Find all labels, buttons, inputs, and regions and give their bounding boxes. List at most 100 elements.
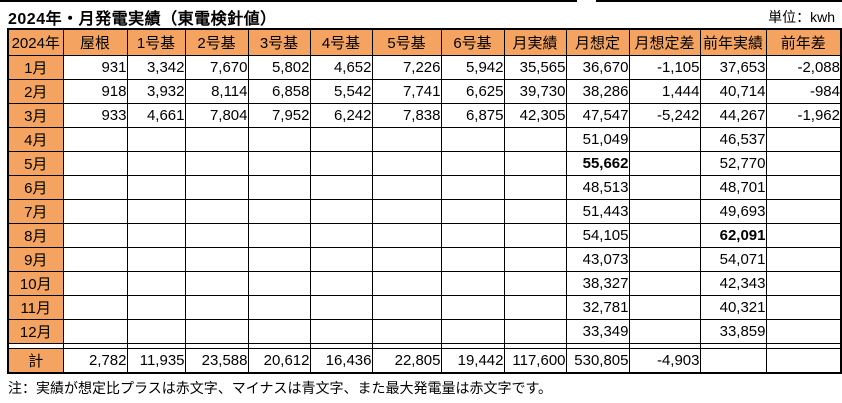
table-cell[interactable]: -4,903: [628, 348, 701, 374]
table-cell[interactable]: 49,693: [699, 199, 767, 224]
table-cell[interactable]: 6,875: [440, 103, 505, 128]
table-cell[interactable]: 33,859: [699, 319, 767, 344]
table-cell[interactable]: 20,612: [247, 348, 311, 374]
table-cell[interactable]: [62, 247, 128, 272]
row-label[interactable]: 5月: [7, 151, 64, 176]
row-label[interactable]: 10月: [7, 271, 64, 296]
table-cell[interactable]: -2,088: [765, 55, 842, 80]
table-cell[interactable]: [184, 151, 249, 176]
table-cell[interactable]: [309, 271, 373, 296]
table-cell[interactable]: [184, 247, 249, 272]
table-cell[interactable]: [503, 175, 567, 200]
table-cell[interactable]: [62, 199, 128, 224]
table-cell[interactable]: [371, 223, 442, 248]
table-cell[interactable]: [503, 223, 567, 248]
table-cell[interactable]: 32,781: [565, 295, 630, 320]
column-header-6[interactable]: 5号基: [371, 28, 442, 56]
table-cell[interactable]: [371, 151, 442, 176]
table-cell[interactable]: 39,730: [503, 79, 567, 104]
table-cell[interactable]: [309, 247, 373, 272]
table-cell[interactable]: [62, 319, 128, 344]
table-cell[interactable]: [184, 223, 249, 248]
table-cell[interactable]: [440, 223, 505, 248]
table-cell[interactable]: 48,701: [699, 175, 767, 200]
table-cell[interactable]: [247, 175, 311, 200]
table-cell[interactable]: 5,942: [440, 55, 505, 80]
table-cell[interactable]: [440, 175, 505, 200]
table-cell[interactable]: 7,741: [371, 79, 442, 104]
table-cell[interactable]: [126, 151, 186, 176]
column-header-8[interactable]: 月実績: [503, 28, 567, 56]
table-cell[interactable]: 22,805: [371, 348, 442, 374]
table-cell[interactable]: [440, 199, 505, 224]
table-cell[interactable]: [126, 295, 186, 320]
table-cell[interactable]: [309, 175, 373, 200]
row-label[interactable]: 11月: [7, 295, 64, 320]
table-cell[interactable]: 6,858: [247, 79, 311, 104]
table-cell[interactable]: 42,343: [699, 271, 767, 296]
table-cell[interactable]: 2,782: [62, 348, 128, 374]
table-cell[interactable]: 4,652: [309, 55, 373, 80]
table-cell[interactable]: -984: [765, 79, 842, 104]
table-cell[interactable]: [371, 271, 442, 296]
table-cell[interactable]: [184, 319, 249, 344]
row-label[interactable]: 6月: [7, 175, 64, 200]
table-cell[interactable]: [503, 271, 567, 296]
table-cell[interactable]: 8,114: [184, 79, 249, 104]
table-cell[interactable]: [309, 223, 373, 248]
table-cell[interactable]: 1,444: [628, 79, 701, 104]
table-cell[interactable]: [765, 348, 842, 374]
table-cell[interactable]: 37,653: [699, 55, 767, 80]
table-cell[interactable]: [184, 295, 249, 320]
table-cell[interactable]: 35,565: [503, 55, 567, 80]
table-cell[interactable]: 51,443: [565, 199, 630, 224]
table-cell[interactable]: 6,242: [309, 103, 373, 128]
table-cell[interactable]: [628, 151, 701, 176]
table-cell[interactable]: [765, 223, 842, 248]
row-label[interactable]: 4月: [7, 127, 64, 152]
table-cell[interactable]: [440, 295, 505, 320]
table-cell[interactable]: [765, 151, 842, 176]
column-header-3[interactable]: 2号基: [184, 28, 249, 56]
table-cell[interactable]: [62, 271, 128, 296]
row-label[interactable]: 9月: [7, 247, 64, 272]
table-cell[interactable]: 117,600: [503, 348, 567, 374]
table-cell[interactable]: 5,802: [247, 55, 311, 80]
table-cell[interactable]: [247, 199, 311, 224]
column-header-10[interactable]: 月想定差: [628, 28, 701, 56]
table-cell[interactable]: [765, 247, 842, 272]
column-header-5[interactable]: 4号基: [309, 28, 373, 56]
table-cell[interactable]: [503, 127, 567, 152]
table-cell[interactable]: [247, 319, 311, 344]
table-cell[interactable]: 530,805: [565, 348, 630, 374]
table-cell[interactable]: [503, 319, 567, 344]
table-cell[interactable]: -1,962: [765, 103, 842, 128]
table-cell[interactable]: [765, 271, 842, 296]
table-cell[interactable]: [247, 151, 311, 176]
table-cell[interactable]: -1,105: [628, 55, 701, 80]
table-cell[interactable]: [371, 295, 442, 320]
table-cell[interactable]: [247, 247, 311, 272]
table-cell[interactable]: [309, 319, 373, 344]
table-cell[interactable]: [503, 247, 567, 272]
row-label[interactable]: 1月: [7, 55, 64, 80]
table-cell[interactable]: [765, 199, 842, 224]
row-label[interactable]: 計: [7, 348, 64, 374]
column-header-4[interactable]: 3号基: [247, 28, 311, 56]
row-label[interactable]: 8月: [7, 223, 64, 248]
table-cell[interactable]: 11,935: [126, 348, 186, 374]
table-cell[interactable]: [371, 247, 442, 272]
table-cell[interactable]: -5,242: [628, 103, 701, 128]
table-cell[interactable]: [699, 348, 767, 374]
table-cell[interactable]: 42,305: [503, 103, 567, 128]
table-cell[interactable]: 7,838: [371, 103, 442, 128]
row-label[interactable]: 7月: [7, 199, 64, 224]
table-cell[interactable]: [126, 247, 186, 272]
table-cell[interactable]: [628, 295, 701, 320]
table-cell[interactable]: [62, 295, 128, 320]
column-header-9[interactable]: 月想定: [565, 28, 630, 56]
table-cell[interactable]: [309, 199, 373, 224]
table-cell[interactable]: [309, 295, 373, 320]
table-cell[interactable]: [247, 271, 311, 296]
table-cell[interactable]: [184, 199, 249, 224]
